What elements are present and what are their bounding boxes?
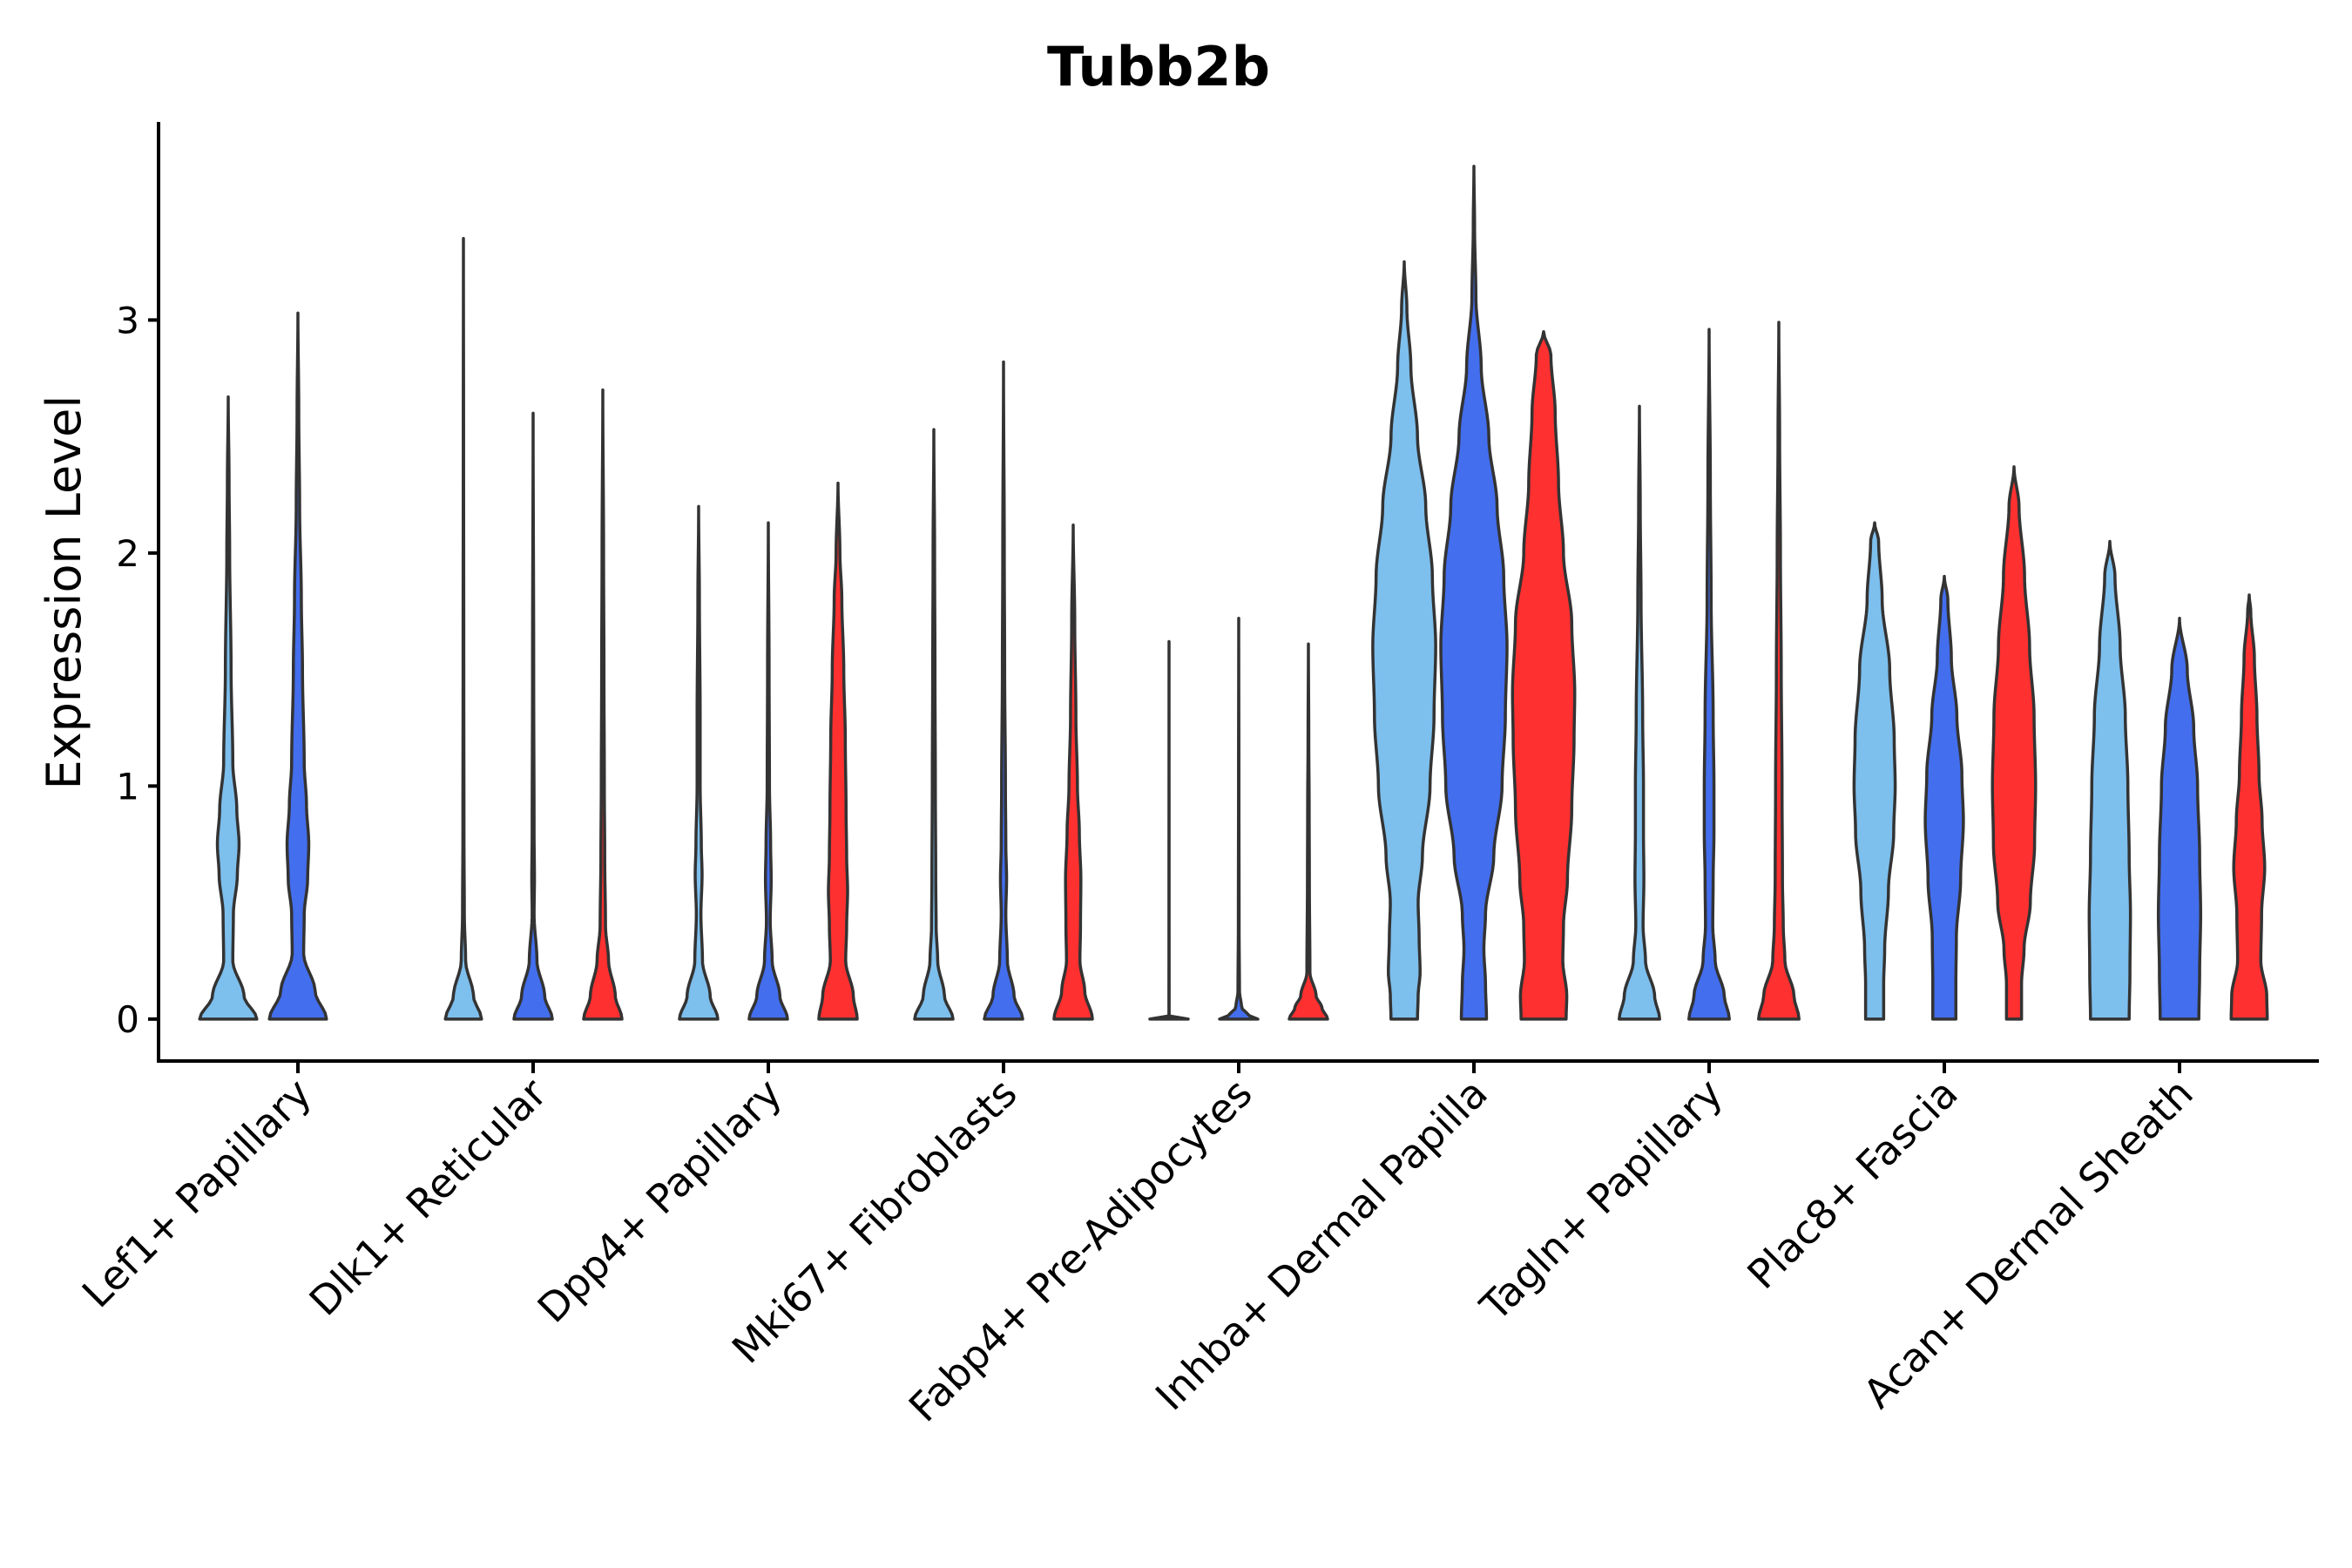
violin-tagln-papillary-cond2 — [1687, 328, 1731, 1021]
violin-mki67-fibroblasts-cond3 — [1052, 524, 1094, 1021]
violin-fabp4-pre-adipocytes-cond2 — [1218, 617, 1260, 1021]
violin-mki67-fibroblasts-cond2 — [983, 360, 1024, 1021]
violin-acan-dermal-sheath-cond3 — [2229, 593, 2269, 1021]
violin-plac8-fascia-cond2 — [1923, 574, 1965, 1021]
violin-plac8-fascia-cond1 — [1852, 521, 1897, 1021]
violin-lef1-papillary-cond2 — [267, 311, 328, 1021]
violin-inhba-dermal-papilla-cond1 — [1371, 260, 1437, 1021]
violin-dlk1-reticular-cond2 — [512, 411, 554, 1021]
violin-tagln-papillary-cond1 — [1618, 404, 1661, 1021]
chart-title: Tubb2b — [1047, 35, 1270, 98]
violin-acan-dermal-sheath-cond1 — [2087, 539, 2132, 1021]
violin-dpp4-papillary-cond2 — [747, 521, 789, 1021]
violin-fabp4-pre-adipocytes-cond3 — [1288, 642, 1329, 1021]
violin-tagln-papillary-cond3 — [1757, 321, 1801, 1021]
y-axis-label: Expression Level — [37, 395, 91, 790]
y-tick-label: 0 — [116, 998, 139, 1041]
x-tick-label: Dpp4+ Papillary — [529, 1070, 791, 1332]
violin-inhba-dermal-papilla-cond3 — [1511, 329, 1577, 1021]
y-tick-label: 3 — [116, 299, 139, 341]
violin-lef1-papillary-cond1 — [198, 395, 259, 1021]
violin-dlk1-reticular-cond3 — [582, 388, 624, 1021]
violin-plac8-fascia-cond3 — [1990, 465, 2038, 1021]
x-tick-label: Tagln+ Papillary — [1470, 1070, 1732, 1331]
violin-dpp4-papillary-cond1 — [678, 504, 720, 1021]
y-tick-label: 2 — [116, 532, 139, 575]
violin-acan-dermal-sheath-cond2 — [2156, 617, 2203, 1021]
violin-inhba-dermal-papilla-cond2 — [1439, 165, 1509, 1021]
x-tick-label: Lef1+ Papillary — [73, 1070, 321, 1317]
violin-dlk1-reticular-cond1 — [443, 237, 483, 1021]
x-tick-label: Dlk1+ Reticular — [301, 1070, 556, 1325]
violin-dpp4-papillary-cond3 — [817, 481, 859, 1021]
x-tick-label: Plac8+ Fascia — [1738, 1070, 1966, 1298]
violin-fabp4-pre-adipocytes-cond1 — [1148, 639, 1190, 1021]
y-tick-label: 1 — [116, 765, 139, 808]
violin-mki67-fibroblasts-cond1 — [913, 428, 955, 1021]
violins-layer — [198, 165, 2269, 1021]
